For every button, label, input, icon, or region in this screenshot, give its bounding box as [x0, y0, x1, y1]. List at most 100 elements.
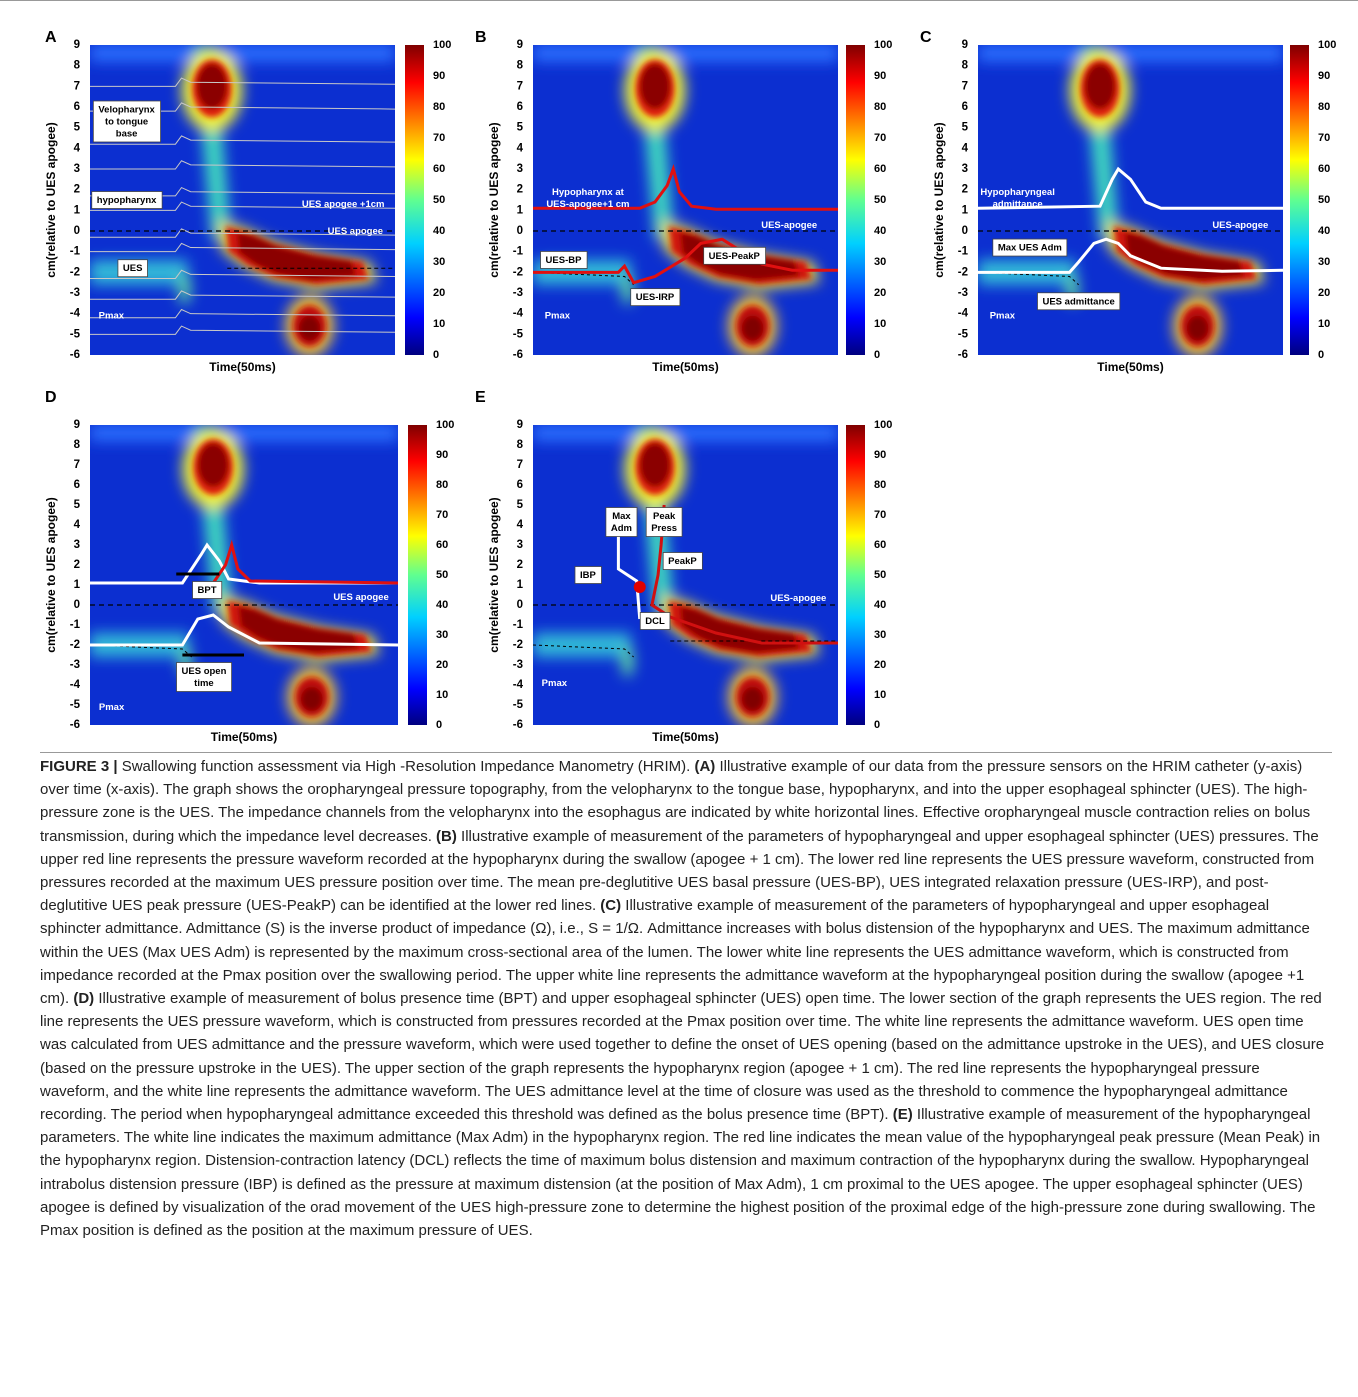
annotation-line: PeakP [668, 556, 697, 567]
halo [178, 272, 191, 305]
y-tick-label: 1 [517, 204, 524, 216]
annotation-box [574, 566, 602, 584]
y-tick-label: 5 [517, 122, 524, 134]
colorbar-tick-label: 60 [433, 163, 445, 175]
colorbar [405, 45, 424, 355]
annotation: Pmax [990, 310, 1016, 321]
panel: C Hypopharyngeal admittance UES-apogee Max U… [920, 29, 1336, 374]
y-tick-label: -3 [513, 287, 523, 299]
annotation-text: UES apogee +1cm [302, 199, 385, 210]
panel-letter: B [475, 29, 487, 46]
trace [211, 539, 398, 585]
y-tick-label: 3 [517, 539, 523, 551]
annotation-text: Pmax [990, 310, 1016, 321]
colorbar-tick-label: 60 [874, 539, 886, 551]
annotation-text: UES-apogee [770, 593, 826, 604]
y-tick-label: -1 [958, 246, 969, 258]
annotation: UES [117, 259, 148, 278]
x-axis-label: Time(50ms) [209, 360, 275, 374]
trace [90, 269, 395, 280]
annotation-text: UES [123, 263, 143, 274]
annotation: UES open time [176, 662, 232, 692]
y-axis-label: cm(relative to UES apogee) [44, 122, 58, 277]
trace [90, 228, 395, 238]
annotation: Max Adm [605, 507, 638, 537]
y-tick-label: -1 [513, 619, 524, 631]
y-tick-label: 3 [962, 163, 968, 175]
annotation-line: Pmax [99, 310, 125, 321]
y-tick-label: 8 [74, 439, 81, 451]
colorbar-tick-label: 10 [436, 689, 448, 701]
annotation: Velopharynx to tongue base [92, 100, 161, 143]
colorbar-tick-label: 40 [874, 225, 886, 237]
annotation-text: UES apogee [328, 226, 383, 237]
colorbar-tick-label: 40 [1318, 225, 1330, 237]
annotation-text: Max Adm [611, 511, 632, 534]
caption-part-text: Illustrative example of measurement of b… [40, 990, 1325, 1124]
annotation-line: UES-apogee [761, 219, 817, 230]
colorbar-tick-label: 30 [436, 629, 448, 641]
y-tick-label: 4 [74, 519, 81, 531]
band [533, 45, 838, 62]
colorbar-tick-label: 100 [433, 39, 451, 51]
annotation-text: Pmax [545, 310, 571, 321]
y-tick-label: 7 [962, 80, 968, 92]
y-tick-label: 2 [962, 184, 968, 196]
caption: FIGURE 3 | Swallowing function assessmen… [40, 752, 1332, 1242]
trace [90, 160, 395, 170]
annotation: IBP [574, 566, 602, 584]
y-tick-label: 4 [517, 519, 524, 531]
annotation-line: time [194, 678, 214, 689]
colorbar-tick-label: 50 [433, 194, 445, 206]
heatmap [533, 45, 838, 355]
annotation-line: Pmax [542, 678, 568, 689]
colorbar-tick-label: 100 [874, 419, 892, 431]
y-tick-label: 7 [517, 80, 523, 92]
core [741, 315, 764, 341]
annotation: Peak Press [645, 507, 683, 537]
trace [90, 201, 395, 211]
y-tick-label: -2 [958, 266, 968, 278]
annotation-line: Pmax [990, 310, 1016, 321]
colorbar-tick-label: 90 [433, 70, 445, 82]
caption-part-text: Illustrative example of measurement of t… [40, 897, 1310, 1008]
annotation-line: UES apogee [328, 226, 383, 237]
y-tick-label: 3 [517, 163, 523, 175]
annotation-text: UES apogee [333, 592, 388, 603]
annotation-line: UES-apogee [1212, 219, 1268, 230]
x-axis-label: Time(50ms) [652, 730, 718, 744]
caption-part-label: (C) [600, 897, 622, 915]
annotation-box [662, 552, 703, 570]
annotation-line: Peak [653, 511, 676, 522]
annotation-text: Peak Press [651, 511, 677, 534]
annotation: UES-PeakP [703, 246, 766, 265]
annotation: Hypopharynx at UES-apogee+1 cm [546, 186, 629, 209]
annotation-line: UES open [182, 666, 227, 677]
y-tick-label: -2 [70, 266, 80, 278]
y-tick-label: 8 [962, 60, 969, 72]
y-tick-label: 4 [517, 142, 524, 154]
annotation-line: base [116, 128, 138, 139]
y-tick-label: -1 [513, 246, 524, 258]
x-axis-label: Time(50ms) [1097, 360, 1163, 374]
y-tick-label: 8 [517, 439, 524, 451]
caption-part-label: (D) [73, 990, 95, 1008]
caption-label: FIGURE 3 | [40, 758, 118, 775]
core [1125, 232, 1245, 281]
band [978, 45, 1283, 62]
trace [533, 644, 634, 658]
trace [90, 613, 398, 647]
colorbar-tick-label: 10 [874, 689, 886, 701]
y-axis-label: cm(relative to UES apogee) [932, 122, 946, 277]
panel: E Max Adm Peak Press PeakP IBP DCL UES-apogee Pma… [475, 389, 892, 744]
colorbar-tick-label: 100 [1318, 39, 1336, 51]
y-tick-label: -6 [513, 719, 523, 731]
colorbar-tick-label: 90 [874, 449, 886, 461]
annotation-text: UES-apogee [761, 219, 817, 230]
x-axis-label: Time(50ms) [211, 730, 277, 744]
y-tick-label: -3 [513, 659, 523, 671]
trace [650, 504, 838, 645]
heatmap [90, 425, 398, 725]
colorbar-tick-label: 40 [436, 599, 448, 611]
